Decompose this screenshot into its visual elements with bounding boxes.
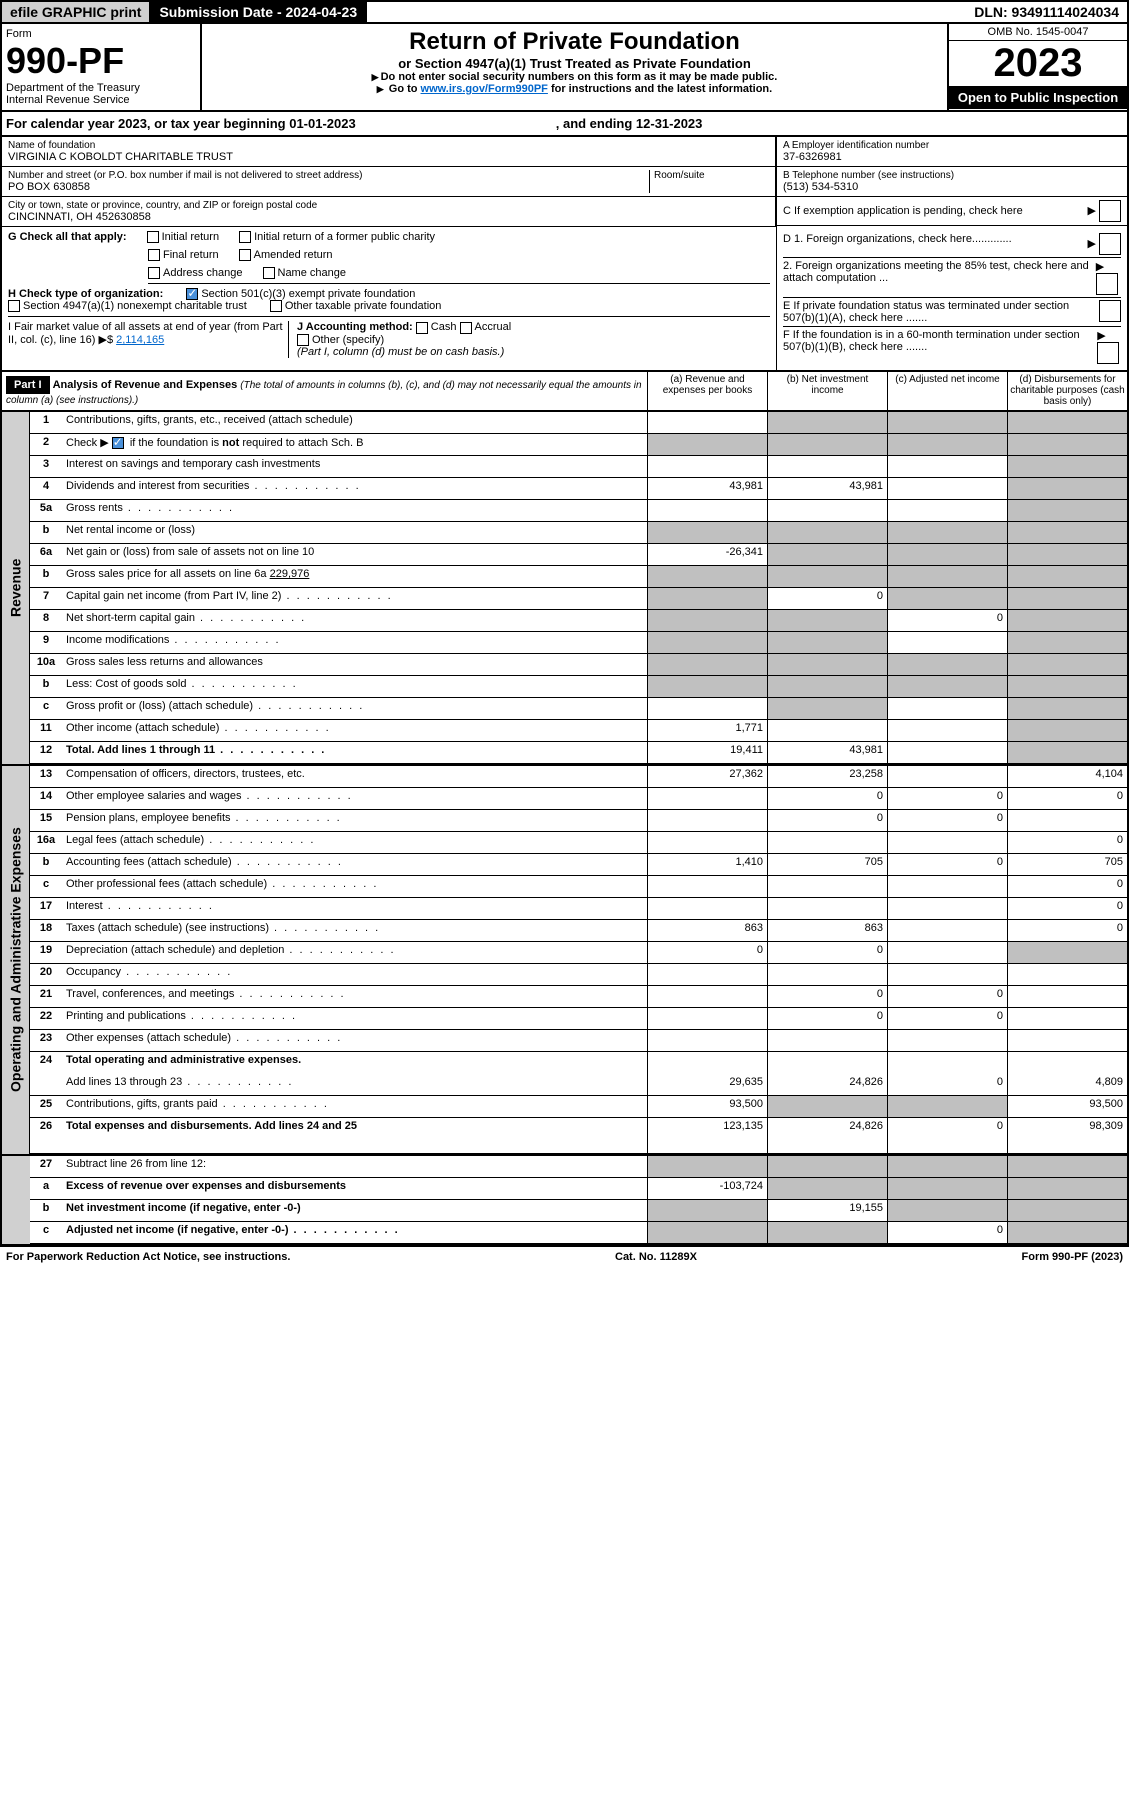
top-bar: efile GRAPHIC print Submission Date - 20… xyxy=(0,0,1129,24)
note-ssn: Do not enter social security numbers on … xyxy=(206,71,943,83)
revenue-table: Revenue 1Contributions, gifts, grants, e… xyxy=(0,412,1129,766)
cb-f[interactable] xyxy=(1097,342,1119,364)
cb-501c3[interactable] xyxy=(186,288,198,300)
part-label: Part I xyxy=(6,376,50,394)
cb-initial[interactable] xyxy=(147,231,159,243)
exempt-checkbox[interactable] xyxy=(1099,200,1121,222)
col-c: (c) Adjusted net income xyxy=(887,372,1007,410)
cb-schb[interactable] xyxy=(112,437,124,449)
efile-button[interactable]: efile GRAPHIC print xyxy=(2,2,151,22)
tax-year: 2023 xyxy=(949,41,1127,86)
calendar-year: For calendar year 2023, or tax year begi… xyxy=(0,112,1129,137)
form-ref: Form 990-PF (2023) xyxy=(1022,1251,1123,1263)
cb-other-tax[interactable] xyxy=(270,300,282,312)
checks-section: G Check all that apply: Initial return I… xyxy=(0,227,1129,372)
cb-d2[interactable] xyxy=(1096,273,1118,295)
dept: Department of the Treasury xyxy=(6,82,196,94)
cb-d1[interactable] xyxy=(1099,233,1121,255)
form-label: Form xyxy=(6,28,196,40)
cb-e[interactable] xyxy=(1099,300,1121,322)
form-link[interactable]: www.irs.gov/Form990PF xyxy=(421,83,548,95)
form-title: Return of Private Foundation xyxy=(206,28,943,56)
phone: (513) 534-5310 xyxy=(783,181,1121,193)
cb-initial-former[interactable] xyxy=(239,231,251,243)
net-table: 27Subtract line 26 from line 12: aExcess… xyxy=(0,1156,1129,1246)
addr-label: Number and street (or P.O. box number if… xyxy=(8,170,649,181)
cb-4947[interactable] xyxy=(8,300,20,312)
submission-date: Submission Date - 2024-04-23 xyxy=(151,2,367,22)
revenue-side: Revenue xyxy=(2,412,30,764)
dln: DLN: 93491114024034 xyxy=(966,2,1127,22)
cb-name[interactable] xyxy=(263,267,275,279)
irs: Internal Revenue Service xyxy=(6,94,196,106)
footer: For Paperwork Reduction Act Notice, see … xyxy=(0,1246,1129,1267)
cb-final[interactable] xyxy=(148,249,160,261)
col-a: (a) Revenue and expenses per books xyxy=(647,372,767,410)
cb-other-acct[interactable] xyxy=(297,334,309,346)
col-b: (b) Net investment income xyxy=(767,372,887,410)
form-number: 990-PF xyxy=(6,40,196,82)
cb-cash[interactable] xyxy=(416,322,428,334)
city: CINCINNATI, OH 452630858 xyxy=(8,211,769,223)
cb-amended[interactable] xyxy=(239,249,251,261)
part1-header: Part I Analysis of Revenue and Expenses … xyxy=(0,372,1129,412)
cb-accrual[interactable] xyxy=(460,322,472,334)
name-label: Name of foundation xyxy=(8,140,769,151)
open-public: Open to Public Inspection xyxy=(949,86,1127,109)
note-link: Go to www.irs.gov/Form990PF for instruct… xyxy=(206,83,943,95)
ein-label: A Employer identification number xyxy=(783,140,1121,151)
exempt-label: C If exemption application is pending, c… xyxy=(783,205,1023,217)
cat-no: Cat. No. 11289X xyxy=(615,1251,697,1263)
paperwork-notice: For Paperwork Reduction Act Notice, see … xyxy=(6,1251,290,1263)
cb-addr[interactable] xyxy=(148,267,160,279)
city-label: City or town, state or province, country… xyxy=(8,200,769,211)
address: PO BOX 630858 xyxy=(8,181,649,193)
expenses-side: Operating and Administrative Expenses xyxy=(2,766,30,1154)
foundation-info: Name of foundation VIRGINIA C KOBOLDT CH… xyxy=(0,137,1129,227)
form-subtitle: or Section 4947(a)(1) Trust Treated as P… xyxy=(206,56,943,71)
form-header: Form 990-PF Department of the Treasury I… xyxy=(0,24,1129,112)
col-d: (d) Disbursements for charitable purpose… xyxy=(1007,372,1127,410)
phone-label: B Telephone number (see instructions) xyxy=(783,170,1121,181)
room-label: Room/suite xyxy=(654,170,769,181)
foundation-name: VIRGINIA C KOBOLDT CHARITABLE TRUST xyxy=(8,151,769,163)
i-value: 2,114,165 xyxy=(116,334,164,346)
omb: OMB No. 1545-0047 xyxy=(949,24,1127,41)
expenses-table: Operating and Administrative Expenses 13… xyxy=(0,766,1129,1156)
ein: 37-6326981 xyxy=(783,151,1121,163)
